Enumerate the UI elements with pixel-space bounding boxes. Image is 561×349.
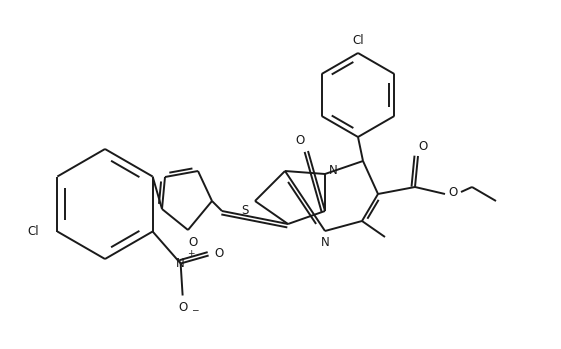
- Text: N: N: [329, 163, 337, 177]
- Text: Cl: Cl: [352, 34, 364, 46]
- Text: N: N: [176, 257, 185, 270]
- Text: O: O: [188, 236, 197, 248]
- Text: O: O: [214, 247, 223, 260]
- Text: O: O: [296, 134, 305, 148]
- Text: S: S: [241, 205, 249, 217]
- Text: O: O: [448, 186, 458, 199]
- Text: O: O: [178, 301, 187, 314]
- Text: +: +: [187, 249, 194, 258]
- Text: −: −: [191, 305, 199, 314]
- Text: N: N: [321, 237, 329, 250]
- Text: O: O: [419, 140, 427, 153]
- Text: Cl: Cl: [27, 225, 39, 238]
